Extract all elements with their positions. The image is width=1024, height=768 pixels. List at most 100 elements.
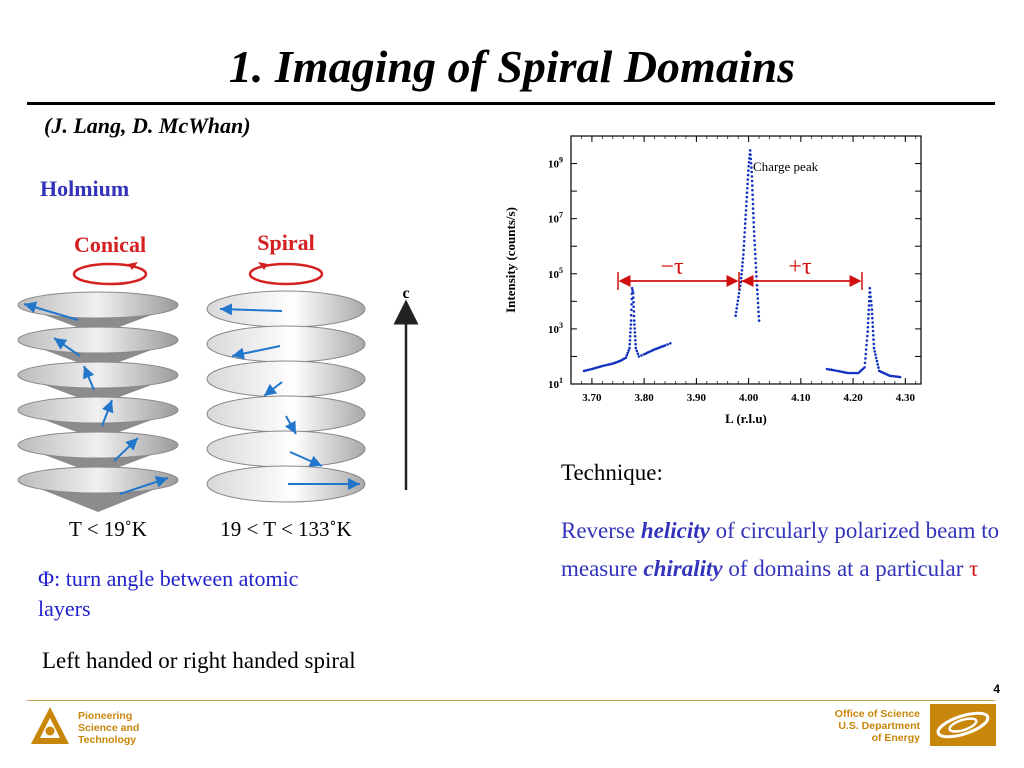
data-point (827, 368, 831, 371)
data-point (869, 299, 873, 303)
data-point (743, 231, 746, 234)
spiral-label: Spiral (257, 230, 314, 255)
data-point (749, 157, 753, 161)
tau-arrows (617, 272, 863, 290)
data-point (892, 374, 896, 378)
data-point (864, 357, 867, 360)
data-point (751, 184, 754, 187)
data-point (735, 307, 738, 310)
data-point (754, 266, 758, 269)
tau-symbol: τ (969, 556, 979, 581)
spiral-rotation-icon (248, 262, 324, 286)
data-point (629, 319, 633, 322)
data-point (750, 175, 754, 178)
data-point (825, 367, 829, 371)
spiral-stack (206, 290, 366, 503)
data-point (736, 303, 739, 306)
data-point (755, 284, 759, 287)
data-point (752, 211, 755, 215)
data-point (666, 343, 669, 346)
y-tick-marks (571, 135, 921, 385)
data-point (757, 314, 761, 318)
x-tick-label: 3.70 (582, 392, 602, 404)
data-point (867, 317, 870, 320)
data-point (628, 335, 632, 338)
data-point (754, 257, 757, 260)
data-point (743, 235, 746, 239)
data-point (864, 348, 868, 351)
data-point (863, 361, 867, 365)
data-point (746, 173, 750, 177)
technique-text-3: of domains at a particular (722, 556, 970, 581)
spiral-diagram: Conical Spiral (17, 230, 419, 541)
data-point (896, 375, 900, 378)
data-point (632, 319, 636, 322)
conical-temperature: T < 19˚K (69, 517, 147, 541)
data-point (866, 325, 870, 329)
x-tick-label: 4.10 (791, 392, 811, 404)
data-point (749, 162, 753, 165)
data-point (872, 342, 876, 346)
data-point (741, 261, 744, 264)
data-point (753, 239, 756, 242)
data-point (745, 191, 749, 194)
data-point (603, 364, 606, 367)
footer-left-text: Pioneering Science and Technology (78, 710, 139, 746)
data-point (629, 313, 633, 317)
data-point (755, 288, 759, 291)
data-point (743, 226, 747, 230)
data-point (872, 338, 875, 341)
data-point (742, 253, 745, 256)
y-tick-label: 109 (548, 156, 563, 171)
data-point (755, 275, 758, 278)
data-point (868, 291, 872, 294)
data-point (740, 272, 743, 276)
footer-left-line-2: Science and (78, 722, 140, 734)
data-point (750, 179, 754, 183)
data-point (836, 369, 839, 373)
data-point (757, 319, 761, 322)
footer-left-line-3: Technology (78, 734, 137, 746)
data-point (636, 352, 640, 355)
data-point (634, 339, 637, 342)
handedness-note: Left handed or right handed spiral (42, 648, 356, 673)
data-point (894, 375, 898, 378)
data-point (742, 244, 746, 247)
data-point (844, 371, 848, 374)
data-point (838, 370, 841, 373)
data-point (865, 339, 869, 342)
data-point (632, 305, 635, 309)
plot-frame (570, 135, 922, 385)
data-point (628, 339, 632, 342)
data-point (746, 178, 750, 181)
data-point (631, 289, 634, 292)
data-point (877, 366, 880, 369)
x-tick-marks (570, 136, 917, 384)
data-point (628, 346, 631, 350)
phi-definition: Φ: turn angle between atomic layers (38, 564, 328, 624)
data-point (747, 164, 750, 168)
data-point (747, 161, 751, 164)
x-tick-label: 4.30 (896, 392, 916, 404)
footer-left-line-1: Pioneering (78, 710, 133, 722)
data-point (747, 169, 750, 172)
data-point (734, 314, 737, 317)
conical-label: Conical (74, 232, 146, 257)
data-point (842, 370, 845, 374)
data-point (663, 344, 667, 347)
data-point (741, 265, 744, 268)
data-point (634, 346, 638, 350)
data-point (873, 350, 876, 353)
data-point (609, 362, 612, 366)
data-point (753, 248, 757, 251)
data-point (751, 202, 755, 206)
data-point (751, 193, 754, 197)
data-point (834, 369, 837, 372)
x-axis-label: L (r.l.u) (725, 411, 767, 426)
data-point (626, 351, 629, 355)
data-point (752, 225, 756, 229)
data-point (754, 261, 757, 265)
data-point (753, 243, 757, 247)
y-tick-label: 103 (548, 321, 563, 336)
data-point (874, 356, 878, 360)
